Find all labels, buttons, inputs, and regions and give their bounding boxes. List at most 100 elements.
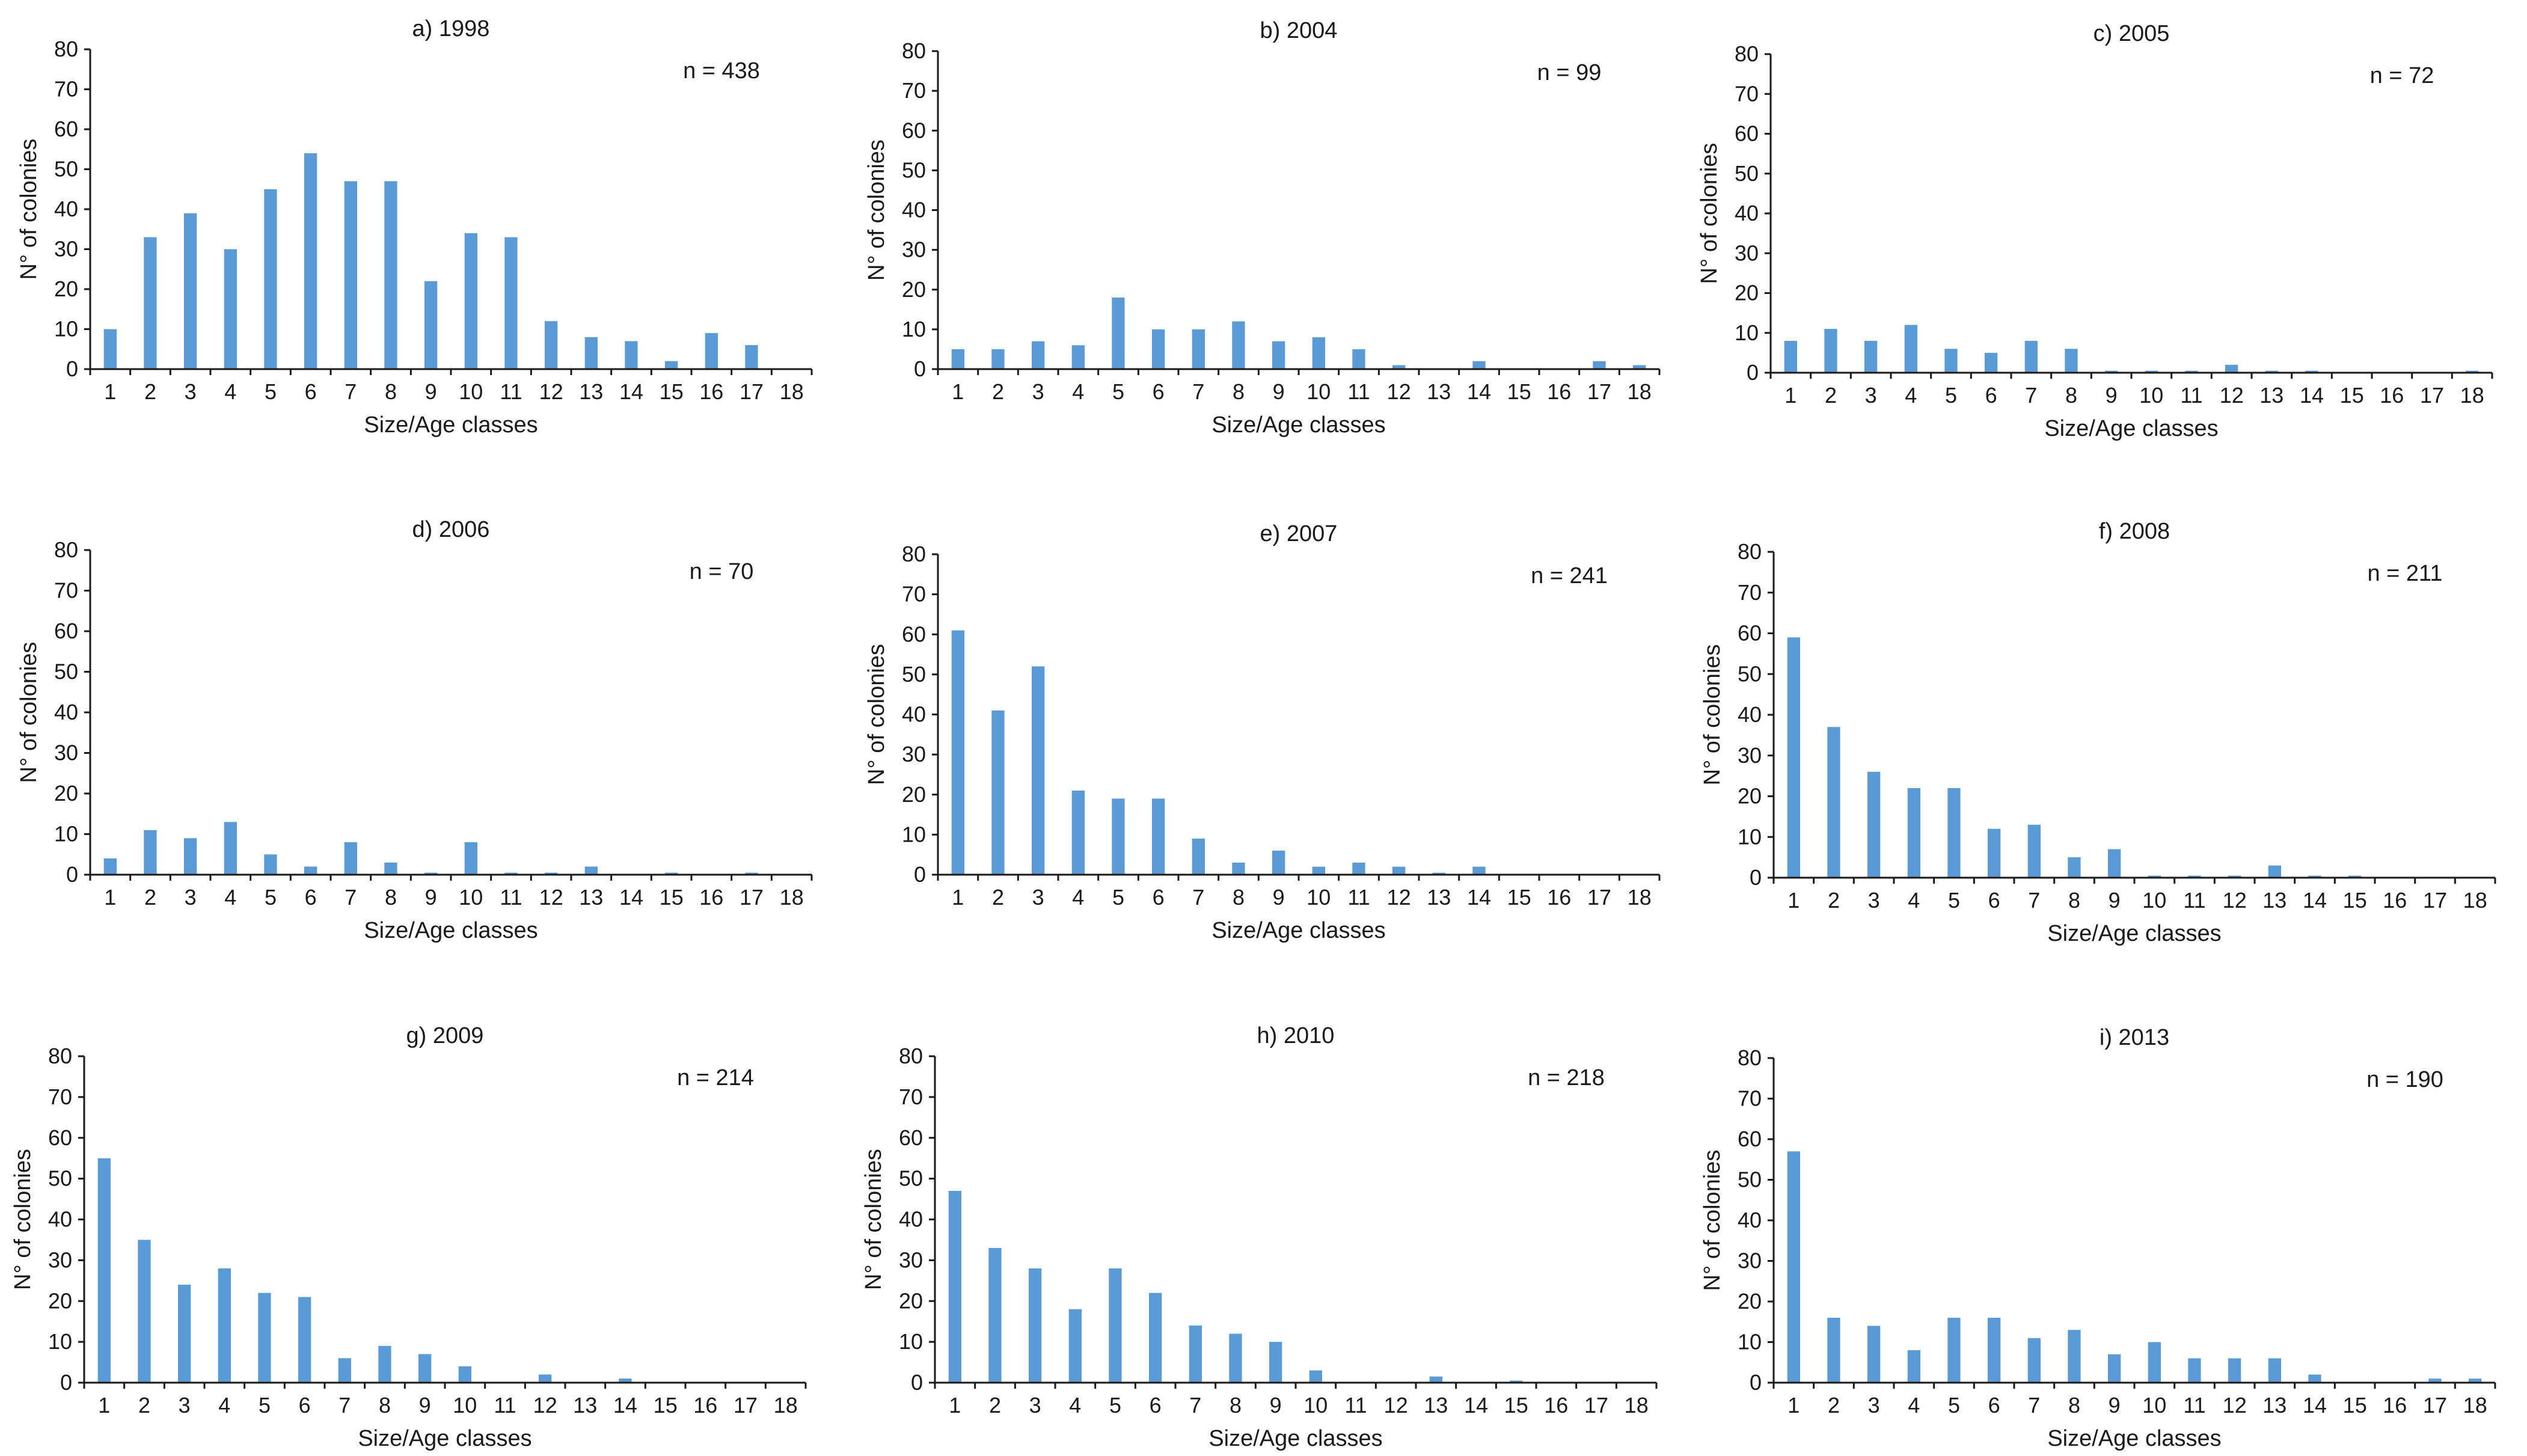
x-tick-label: 9 bbox=[2109, 1393, 2121, 1418]
y-axis-title: N° of colonies bbox=[10, 1149, 35, 1290]
y-tick-label: 10 bbox=[48, 1329, 72, 1354]
x-tick-label: 1 bbox=[1787, 888, 1800, 913]
x-tick-label: 7 bbox=[1189, 1393, 1201, 1418]
x-tick-label: 9 bbox=[425, 379, 437, 404]
x-tick-label: 11 bbox=[2183, 888, 2205, 913]
bar-class-8 bbox=[1232, 863, 1245, 875]
bar-class-12 bbox=[545, 321, 558, 369]
y-tick-label: 20 bbox=[54, 781, 78, 806]
y-tick-label: 40 bbox=[902, 198, 926, 222]
bar-class-7 bbox=[1192, 839, 1205, 875]
y-axis-title: N° of colonies bbox=[864, 139, 889, 281]
y-tick-label: 10 bbox=[54, 822, 78, 846]
y-tick-label: 10 bbox=[902, 317, 926, 341]
x-tick-label: 15 bbox=[2343, 1393, 2367, 1418]
x-tick-label: 14 bbox=[619, 885, 643, 910]
bar-class-8 bbox=[1229, 1333, 1242, 1383]
x-tick-label: 16 bbox=[1547, 379, 1571, 404]
y-tick-label: 80 bbox=[1738, 539, 1762, 564]
y-tick-label: 20 bbox=[48, 1288, 72, 1313]
x-tick-label: 16 bbox=[699, 885, 723, 910]
x-tick-label: 12 bbox=[2223, 1393, 2247, 1418]
x-tick-label: 13 bbox=[2259, 383, 2283, 408]
y-tick-label: 20 bbox=[1738, 784, 1762, 809]
bar-class-14 bbox=[2308, 1374, 2321, 1383]
x-tick-label: 13 bbox=[573, 1393, 597, 1418]
bar-class-5 bbox=[1947, 1318, 1961, 1383]
bar-class-1 bbox=[1787, 1151, 1800, 1383]
x-tick-label: 9 bbox=[2106, 383, 2118, 408]
bar-class-7 bbox=[338, 1358, 351, 1383]
bar-class-13 bbox=[584, 337, 598, 369]
bar-class-10 bbox=[464, 233, 477, 369]
y-axis-title: N° of colonies bbox=[1700, 644, 1725, 786]
x-axis-title: Size/Age classes bbox=[1208, 1426, 1382, 1451]
bar-class-3 bbox=[184, 213, 197, 369]
x-tick-label: 6 bbox=[1988, 888, 2000, 913]
x-tick-label: 18 bbox=[774, 1393, 798, 1418]
y-tick-label: 30 bbox=[54, 741, 78, 765]
bar-class-4 bbox=[1071, 345, 1085, 369]
y-tick-label: 20 bbox=[902, 782, 926, 807]
x-tick-label: 15 bbox=[2340, 383, 2364, 408]
bar-class-7 bbox=[2027, 824, 2041, 878]
x-axis-title: Size/Age classes bbox=[2047, 921, 2221, 946]
bar-class-14 bbox=[619, 1378, 632, 1383]
bar-class-12 bbox=[2228, 1358, 2241, 1383]
bar-class-17 bbox=[745, 345, 758, 369]
bar-class-8 bbox=[378, 1345, 391, 1383]
x-tick-label: 3 bbox=[1029, 1393, 1041, 1418]
bar-class-5 bbox=[1112, 798, 1125, 875]
x-tick-label: 2 bbox=[1825, 383, 1837, 408]
x-tick-label: 4 bbox=[1908, 1393, 1920, 1418]
x-tick-label: 7 bbox=[345, 379, 357, 404]
x-tick-label: 8 bbox=[2068, 888, 2080, 913]
bar-class-3 bbox=[184, 838, 197, 875]
bar-class-1 bbox=[951, 349, 964, 369]
bar-class-18 bbox=[1633, 365, 1646, 369]
panel-title: c) 2005 bbox=[2094, 21, 2170, 46]
sample-size-label: n = 438 bbox=[683, 58, 760, 84]
sample-size-label: n = 214 bbox=[677, 1065, 754, 1090]
x-tick-label: 17 bbox=[2423, 888, 2447, 913]
y-tick-label: 30 bbox=[1738, 743, 1762, 768]
x-axis-title: Size/Age classes bbox=[2044, 416, 2218, 441]
y-tick-label: 60 bbox=[54, 117, 78, 141]
x-tick-label: 8 bbox=[385, 379, 397, 404]
x-tick-label: 13 bbox=[1427, 885, 1451, 910]
bar-class-13 bbox=[2265, 370, 2278, 373]
x-tick-label: 2 bbox=[144, 379, 156, 404]
bar-class-6 bbox=[1988, 1318, 2001, 1383]
bar-class-7 bbox=[344, 181, 357, 369]
bar-class-11 bbox=[1352, 349, 1365, 369]
x-tick-label: 10 bbox=[1306, 885, 1331, 910]
bar-class-4 bbox=[1907, 788, 1920, 878]
bar-class-10 bbox=[2148, 875, 2161, 878]
y-tick-label: 10 bbox=[54, 317, 78, 341]
x-tick-label: 12 bbox=[1384, 1393, 1408, 1418]
x-tick-label: 10 bbox=[1303, 1393, 1328, 1418]
y-tick-label: 50 bbox=[54, 157, 78, 182]
x-tick-label: 13 bbox=[1427, 379, 1451, 404]
x-tick-label: 16 bbox=[1547, 885, 1571, 910]
x-tick-label: 15 bbox=[2343, 888, 2367, 913]
x-tick-label: 15 bbox=[654, 1393, 678, 1418]
y-tick-label: 70 bbox=[902, 582, 926, 607]
bar-class-11 bbox=[504, 237, 518, 369]
x-tick-label: 8 bbox=[2068, 1393, 2080, 1418]
y-tick-label: 80 bbox=[48, 1044, 72, 1068]
bar-class-13 bbox=[584, 866, 598, 875]
x-tick-label: 3 bbox=[1868, 1393, 1880, 1418]
x-tick-label: 4 bbox=[224, 885, 236, 910]
x-tick-label: 7 bbox=[2028, 1393, 2040, 1418]
x-tick-label: 6 bbox=[1153, 379, 1165, 404]
bar-class-3 bbox=[1032, 666, 1045, 875]
bar-class-17 bbox=[2428, 1378, 2442, 1383]
bar-class-10 bbox=[2145, 370, 2158, 373]
x-tick-label: 6 bbox=[1150, 1393, 1162, 1418]
y-tick-label: 10 bbox=[899, 1329, 923, 1354]
y-tick-label: 40 bbox=[1735, 201, 1759, 225]
x-tick-label: 18 bbox=[1625, 1393, 1649, 1418]
bar-class-9 bbox=[2108, 1354, 2121, 1383]
